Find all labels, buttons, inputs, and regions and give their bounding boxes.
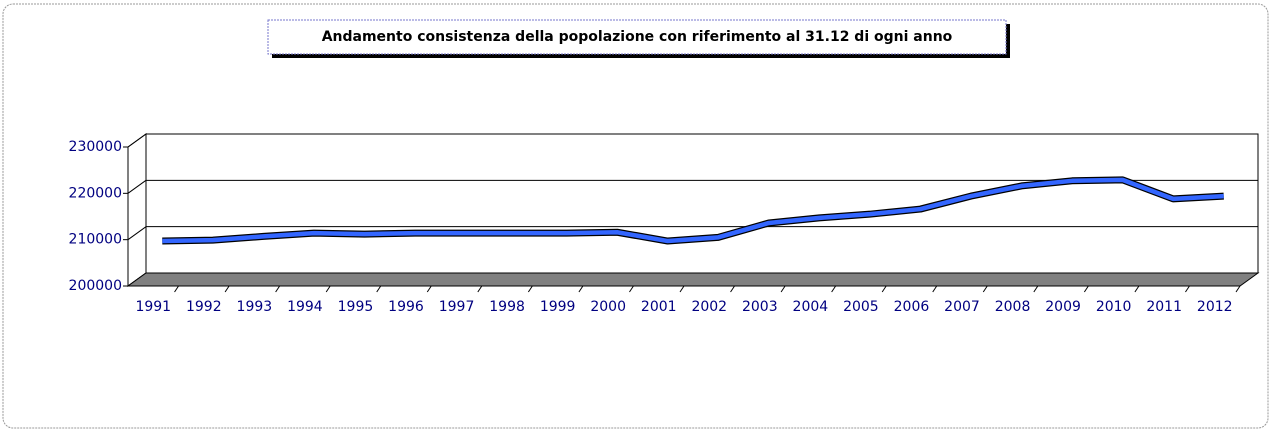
- side-wall: [127, 133, 147, 287]
- x-tick: [982, 285, 988, 293]
- y-tick-label: 230000: [69, 139, 122, 155]
- x-tick-label: 1996: [388, 299, 424, 315]
- grid-line: [127, 226, 147, 241]
- back-wall: [145, 133, 1259, 274]
- x-tick-label: 2003: [742, 299, 778, 315]
- x-tick: [1033, 285, 1039, 293]
- x-tick-label: 2009: [1045, 299, 1081, 315]
- x-tick-label: 2012: [1197, 299, 1233, 315]
- x-tick-label: 1998: [489, 299, 525, 315]
- x-tick-label: 1994: [287, 299, 323, 315]
- x-tick: [224, 285, 230, 293]
- x-tick-label: 1997: [439, 299, 475, 315]
- y-tick-label: 200000: [69, 278, 122, 294]
- x-tick: [376, 285, 382, 293]
- x-tick: [780, 285, 786, 293]
- x-tick: [275, 285, 281, 293]
- x-tick: [325, 285, 331, 293]
- x-tick-label: 1991: [135, 299, 171, 315]
- x-tick-label: 2006: [894, 299, 930, 315]
- x-tick: [730, 285, 735, 293]
- x-tick: [1134, 285, 1140, 293]
- x-tick: [679, 285, 685, 293]
- y-tick-label: 210000: [69, 232, 122, 248]
- grid-line: [127, 133, 147, 148]
- floor: [126, 272, 1260, 287]
- x-tick-label: 2000: [590, 299, 626, 315]
- x-tick: [1235, 285, 1241, 293]
- x-tick-label: 2005: [843, 299, 879, 315]
- x-tick: [527, 285, 533, 293]
- x-tick: [477, 285, 483, 293]
- x-tick: [629, 285, 634, 293]
- x-tick: [881, 285, 887, 293]
- x-tick-label: 2001: [641, 299, 677, 315]
- x-tick: [1185, 285, 1190, 293]
- x-tick-label: 2011: [1146, 299, 1182, 315]
- x-tick: [932, 285, 938, 293]
- x-tick: [831, 285, 837, 293]
- x-tick: [1083, 285, 1089, 293]
- x-tick-label: 1992: [186, 299, 222, 315]
- chart-title: Andamento consistenza della popolazione …: [322, 29, 953, 45]
- y-tick-label: 220000: [69, 185, 122, 201]
- x-tick-label: 1999: [540, 299, 576, 315]
- grid-line: [127, 179, 147, 194]
- x-tick-label: 2008: [995, 299, 1031, 315]
- x-tick-label: 1993: [237, 299, 273, 315]
- x-tick: [578, 285, 584, 293]
- line: [162, 177, 1224, 244]
- x-tick-label: 2004: [793, 299, 829, 315]
- x-tick-label: 2002: [691, 299, 727, 315]
- title-box: [267, 19, 1007, 55]
- x-tick-label: 2007: [944, 299, 980, 315]
- x-tick-label: 2010: [1096, 299, 1132, 315]
- x-tick: [426, 285, 432, 293]
- x-tick: [174, 285, 179, 293]
- x-tick-label: 1995: [338, 299, 374, 315]
